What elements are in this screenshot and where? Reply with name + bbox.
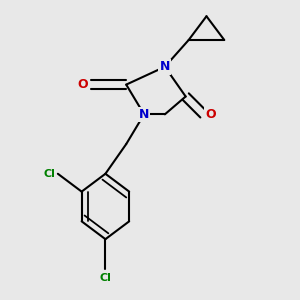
Text: O: O — [78, 78, 88, 91]
Text: Cl: Cl — [100, 273, 111, 283]
Text: O: O — [206, 108, 216, 121]
Text: Cl: Cl — [43, 169, 55, 179]
Text: N: N — [160, 60, 170, 73]
Text: N: N — [139, 108, 149, 121]
